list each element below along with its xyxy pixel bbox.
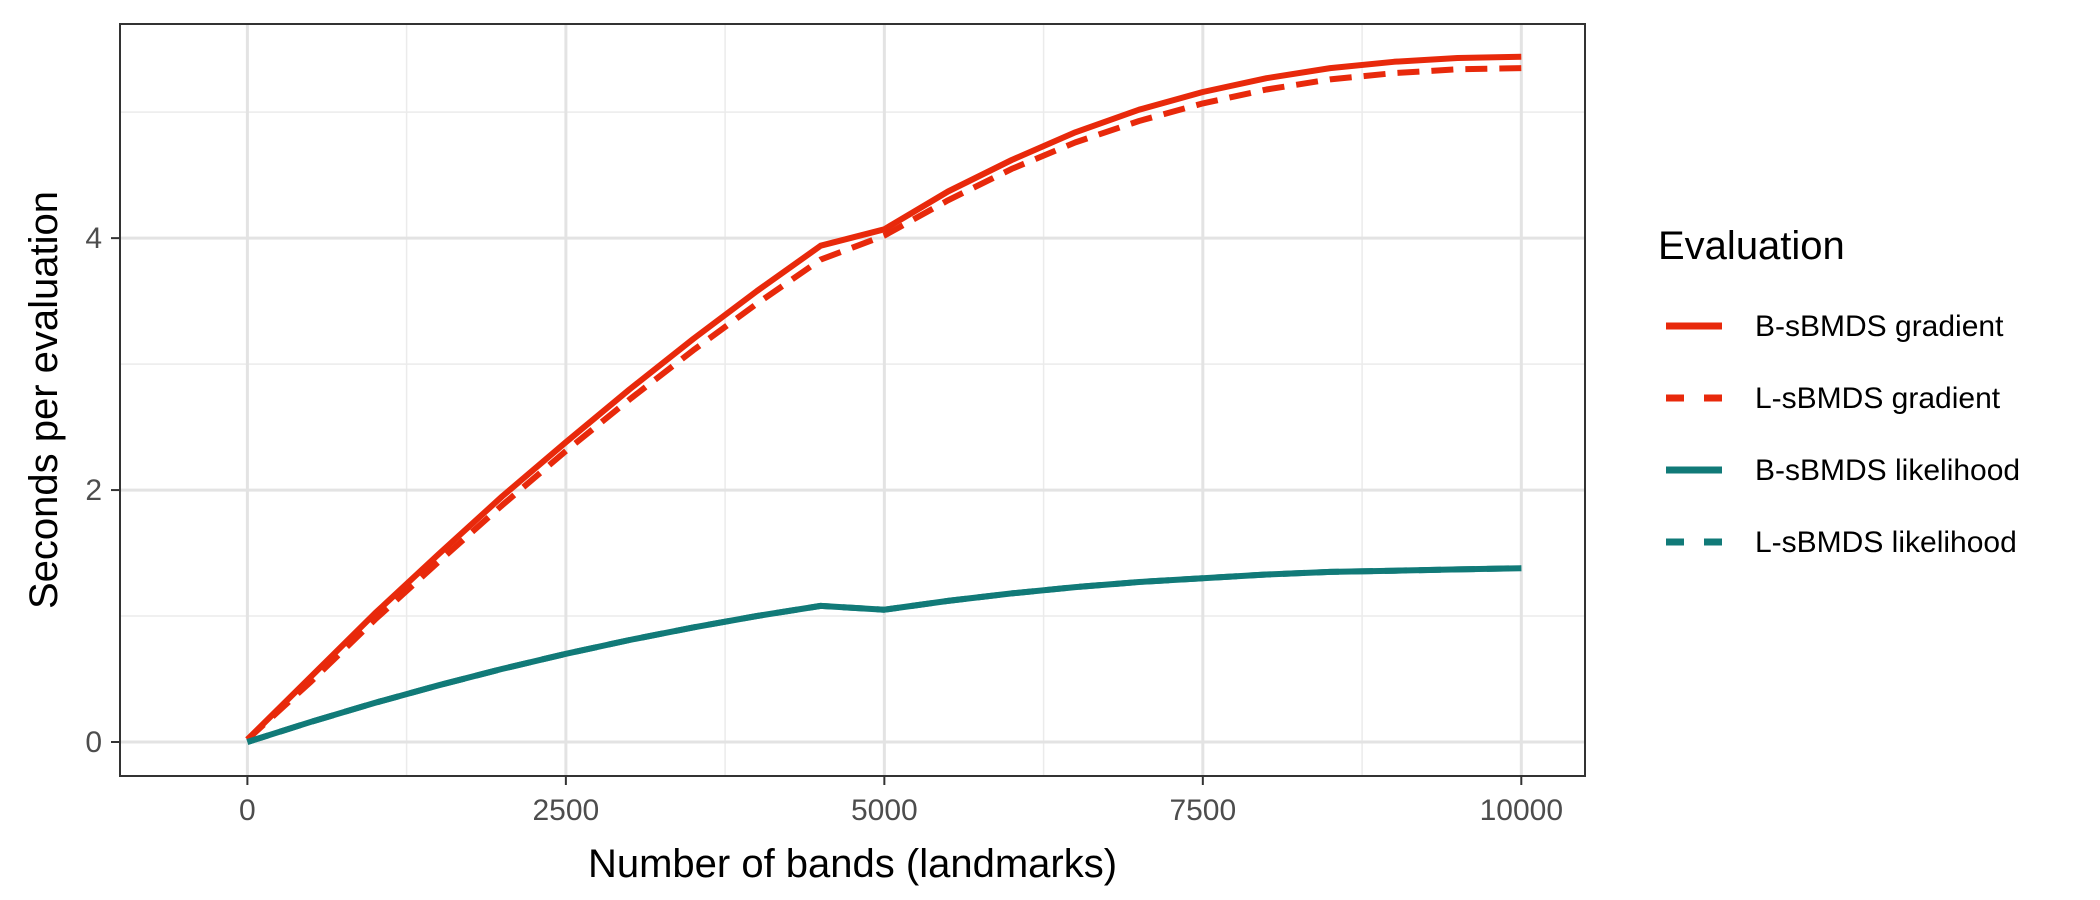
x-tick-label: 5000 [851, 794, 918, 827]
series-line-l-sbmds-gradient [245, 65, 1522, 742]
series-line-b-sbmds-gradient [245, 53, 1522, 742]
series-line-l-sbmds-likelihood [246, 565, 1522, 745]
legend-title: Evaluation [1658, 224, 1845, 268]
series-lines [245, 53, 1522, 745]
y-tick-label: 4 [85, 222, 102, 255]
legend-label: L-sBMDS gradient [1755, 382, 2001, 415]
legend-label: L-sBMDS likelihood [1755, 526, 2017, 559]
major-gridlines [120, 24, 1585, 776]
plot-panel-border [119, 23, 1586, 777]
x-tick-label: 2500 [532, 794, 599, 827]
x-tick-label: 0 [239, 794, 256, 827]
x-tick-label: 10000 [1480, 794, 1563, 827]
x-tick-label: 7500 [1169, 794, 1236, 827]
y-tick-label: 2 [85, 474, 102, 507]
y-tick-label: 0 [85, 726, 102, 759]
legend-label: B-sBMDS likelihood [1755, 454, 2020, 487]
minor-gridlines [120, 24, 1585, 776]
legend-label: B-sBMDS gradient [1755, 310, 2004, 343]
x-axis-ticks: 0 2500 5000 7500 10000 [239, 776, 1563, 827]
x-axis-title: Number of bands (landmarks) [588, 842, 1117, 886]
legend: Evaluation B-sBMDS gradient L-sBMDS gradi… [1658, 224, 2020, 559]
y-axis-title: Seconds per evaluation [22, 191, 66, 609]
y-axis-ticks: 0 2 4 [85, 222, 120, 759]
